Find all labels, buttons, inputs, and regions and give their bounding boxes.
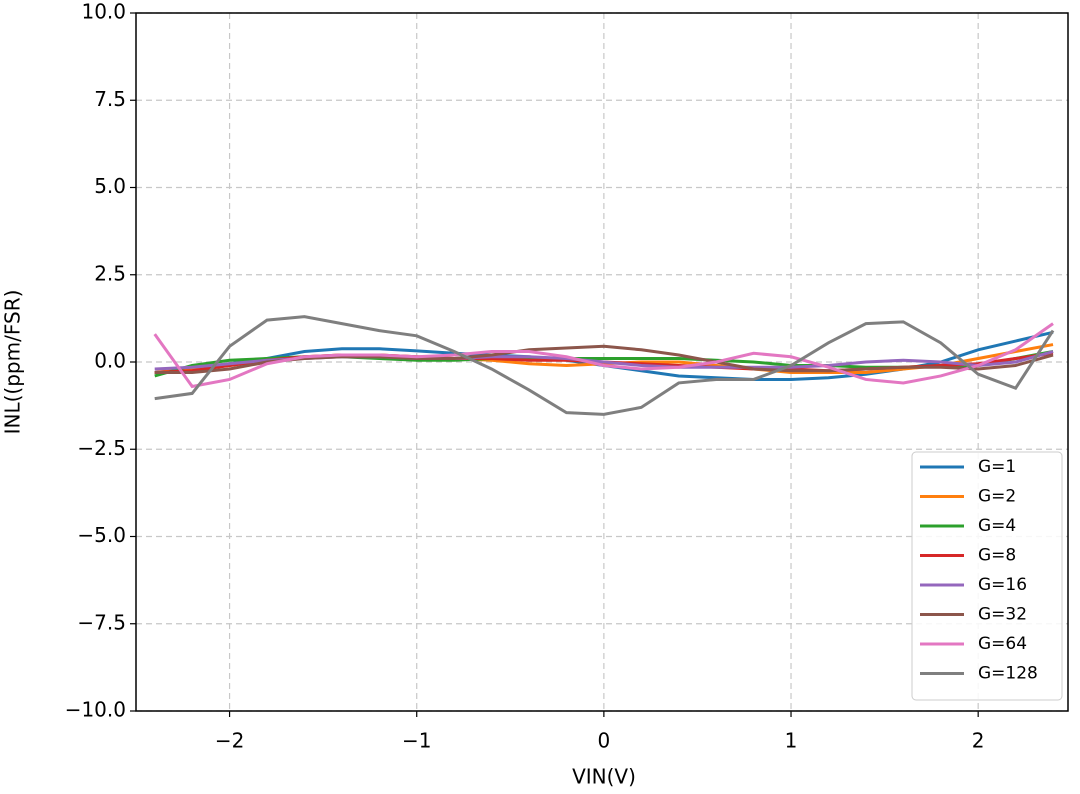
y-tick-label: 5.0 bbox=[94, 174, 126, 198]
y-tick-label: 10.0 bbox=[81, 0, 126, 24]
legend-label: G=8 bbox=[978, 546, 1016, 566]
x-tick-label: 0 bbox=[598, 729, 611, 753]
plot-frame bbox=[135, 12, 1069, 712]
x-tick-label: −1 bbox=[402, 729, 431, 753]
legend-label: G=128 bbox=[978, 664, 1038, 684]
x-tick-label: −2 bbox=[215, 729, 244, 753]
legend: G=1 G=2 G=4 G=8 G=16 G=32 G=64 G=128 bbox=[911, 451, 1063, 701]
x-axis-label: VIN(V) bbox=[572, 765, 636, 789]
y-tick-label: 7.5 bbox=[94, 87, 126, 111]
y-tick-label: −5.0 bbox=[77, 523, 126, 547]
y-tick-label: −2.5 bbox=[77, 436, 126, 460]
y-tick-label: −7.5 bbox=[77, 610, 126, 634]
y-axis-label: INL((ppm/FSR) bbox=[1, 290, 25, 435]
legend-label: G=1 bbox=[978, 457, 1016, 477]
legend-box bbox=[911, 451, 1063, 701]
legend-label: G=32 bbox=[978, 605, 1027, 625]
legend-label: G=2 bbox=[978, 487, 1016, 507]
legend-label: G=16 bbox=[978, 575, 1027, 595]
y-tick-label: 2.5 bbox=[94, 261, 126, 285]
series-line bbox=[154, 344, 1054, 374]
y-tick-label: 0.0 bbox=[94, 349, 126, 373]
x-tick-label: 1 bbox=[785, 729, 798, 753]
legend-label: G=64 bbox=[978, 634, 1027, 654]
legend-label: G=4 bbox=[978, 516, 1016, 536]
series-line bbox=[153, 322, 1054, 389]
series-line bbox=[154, 315, 1055, 416]
y-tick-label: −10.0 bbox=[65, 698, 126, 722]
x-tick-label: 2 bbox=[972, 729, 985, 753]
